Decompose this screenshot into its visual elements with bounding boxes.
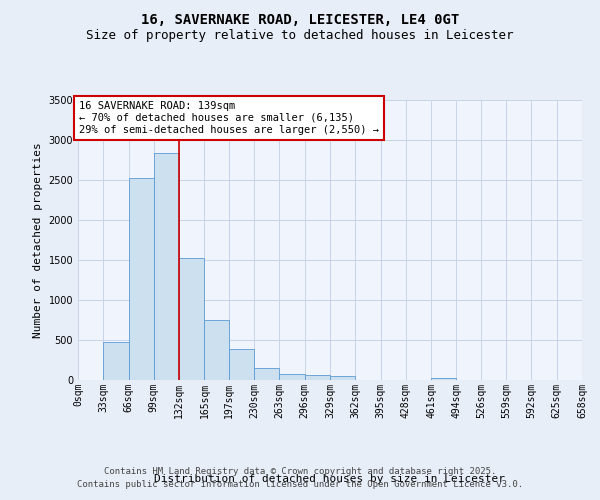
Bar <box>330 376 355 380</box>
Bar <box>280 374 305 380</box>
Bar <box>254 368 280 380</box>
Text: Size of property relative to detached houses in Leicester: Size of property relative to detached ho… <box>86 29 514 42</box>
Bar <box>205 320 229 380</box>
Bar <box>305 375 330 380</box>
Y-axis label: Number of detached properties: Number of detached properties <box>33 142 43 338</box>
Text: Contains public sector information licensed under the Open Government Licence v3: Contains public sector information licen… <box>77 480 523 489</box>
Bar <box>431 378 457 380</box>
Bar <box>154 153 179 380</box>
Bar <box>128 178 154 380</box>
Text: 16, SAVERNAKE ROAD, LEICESTER, LE4 0GT: 16, SAVERNAKE ROAD, LEICESTER, LE4 0GT <box>141 12 459 26</box>
Text: 16 SAVERNAKE ROAD: 139sqm
← 70% of detached houses are smaller (6,135)
29% of se: 16 SAVERNAKE ROAD: 139sqm ← 70% of detac… <box>79 102 379 134</box>
Bar <box>229 349 254 380</box>
Text: Contains HM Land Registry data © Crown copyright and database right 2025.: Contains HM Land Registry data © Crown c… <box>104 467 496 476</box>
Bar <box>179 258 205 380</box>
Bar <box>103 342 128 380</box>
X-axis label: Distribution of detached houses by size in Leicester: Distribution of detached houses by size … <box>155 474 505 484</box>
